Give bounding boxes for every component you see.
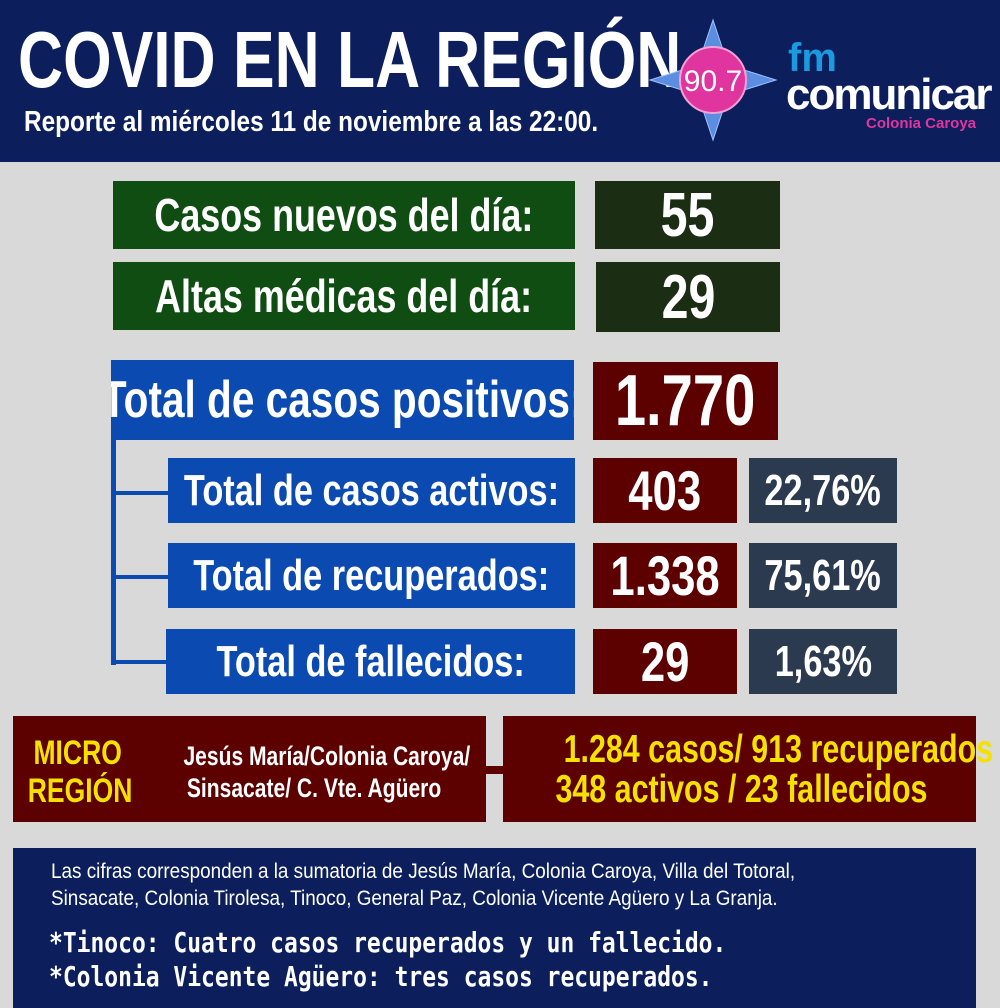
micro-region-box: MICRO REGIÓN Jesús María/Colonia Caroya/S… — [13, 716, 486, 822]
tree-line — [111, 440, 116, 665]
active-label: Total de casos activos: — [168, 458, 575, 523]
logo: 90.7 fm comunicar Colonia Caroya — [648, 18, 993, 143]
note-line: Sinsacate, Colonia Tirolesa, Tinoco, Gen… — [51, 887, 778, 910]
header: COVID EN LA REGIÓN Reporte al miércoles … — [0, 0, 1000, 162]
report-date: Reporte al miércoles 11 de noviembre a l… — [24, 106, 599, 138]
micro-region-title: MICRO REGIÓN — [27, 734, 133, 810]
micro-region-towns: Jesús María/Colonia Caroya/Sinsacate/ C.… — [183, 741, 471, 803]
new-cases-label: Casos nuevos del día: — [113, 181, 575, 249]
discharges-label: Altas médicas del día: — [113, 262, 575, 330]
tree-branch — [111, 660, 168, 664]
micro-region-stats: 1.284 casos/ 913 recuperados 348 activos … — [503, 716, 993, 822]
active-value: 403 — [593, 458, 737, 523]
footer-notes: Las cifras corresponden a la sumatoria d… — [13, 848, 976, 1008]
micro-stats-line2: 348 activos / 23 fallecidos — [555, 768, 928, 811]
star-icon: 90.7 — [648, 18, 778, 142]
total-positive-label: Total de casos positivos: — [111, 360, 574, 440]
connector — [486, 766, 503, 774]
logo-frequency: 90.7 — [684, 65, 742, 98]
extra-note: *Colonia Vicente Agüero: tres casos recu… — [49, 960, 713, 993]
logo-comunicar: comunicar — [786, 70, 993, 119]
recovered-label: Total de recuperados: — [168, 543, 575, 608]
logo-location: Colonia Caroya — [866, 115, 977, 132]
new-cases-value: 55 — [595, 181, 780, 249]
page-title: COVID EN LA REGIÓN — [18, 15, 682, 104]
discharges-value: 29 — [596, 262, 780, 332]
recovered-value: 1.338 — [593, 543, 737, 608]
deaths-label: Total de fallecidos: — [166, 629, 575, 694]
tree-branch — [111, 575, 168, 579]
recovered-percent: 75,61% — [749, 543, 897, 608]
deaths-value: 29 — [593, 629, 737, 694]
total-positive-value: 1.770 — [593, 362, 778, 440]
micro-stats-line1: 1.284 casos/ 913 recuperados — [563, 728, 994, 771]
logo-fm: fm — [788, 36, 837, 80]
extra-note: *Tinoco: Cuatro casos recuperados y un f… — [49, 926, 727, 959]
tree-branch — [111, 491, 168, 495]
note-line: Las cifras corresponden a la sumatoria d… — [51, 860, 796, 883]
deaths-percent: 1,63% — [749, 629, 897, 694]
active-percent: 22,76% — [749, 458, 897, 523]
